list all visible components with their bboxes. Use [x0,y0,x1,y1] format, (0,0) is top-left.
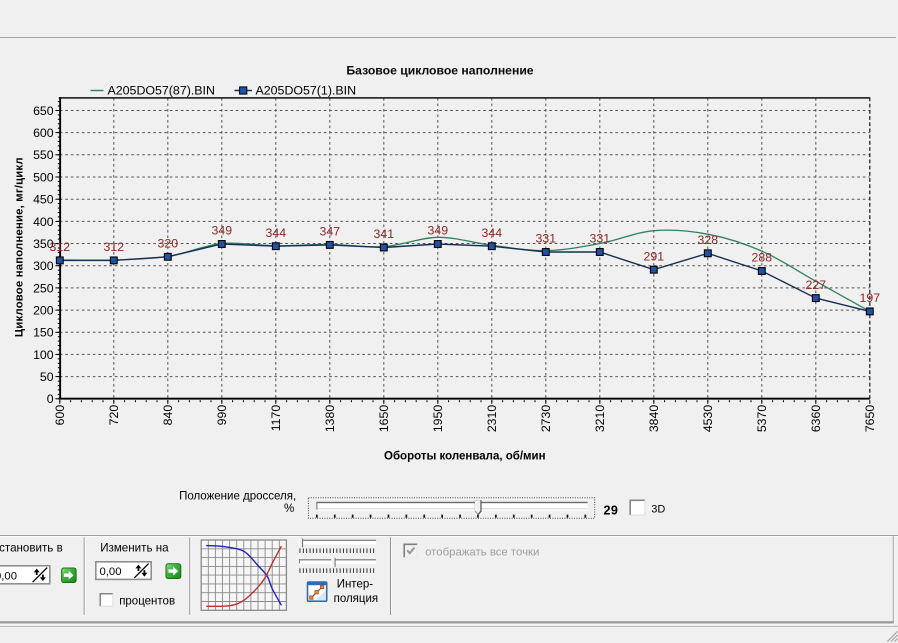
svg-text:29: 29 [604,503,619,517]
svg-text:1950: 1950 [431,405,445,433]
svg-text:650: 650 [33,104,54,118]
svg-text:500: 500 [33,170,54,184]
svg-text:отображать все точки: отображать все точки [425,547,539,559]
svg-text:%: % [284,503,294,515]
svg-text:3D: 3D [651,503,665,515]
svg-text:550: 550 [33,148,54,162]
svg-text:331: 331 [590,232,611,246]
svg-text:1650: 1650 [377,405,391,433]
svg-text:328: 328 [698,233,719,247]
svg-text:Положение дросселя,: Положение дросселя, [179,490,296,502]
svg-text:1380: 1380 [323,405,337,433]
svg-text:197: 197 [860,291,881,305]
svg-text:4530: 4530 [701,405,715,433]
svg-text:312: 312 [50,240,71,254]
svg-text:150: 150 [33,326,54,340]
svg-text:2730: 2730 [539,405,553,433]
svg-text:288: 288 [752,251,773,265]
svg-text:A205DO57(87).BIN: A205DO57(87).BIN [108,83,215,97]
svg-text:0: 0 [47,392,54,406]
svg-text:331: 331 [536,232,557,246]
svg-text:600: 600 [53,405,67,426]
svg-text:Установить в: Установить в [0,541,63,554]
svg-text:поляция: поляция [334,593,379,605]
svg-text:Цикловое наполнение, мг/цикл: Цикловое наполнение, мг/цикл [14,157,26,337]
svg-text:990: 990 [215,405,229,426]
svg-text:600: 600 [33,126,54,140]
svg-text:Обороты коленвала, об/мин: Обороты коленвала, об/мин [384,450,546,462]
svg-text:344: 344 [482,226,503,240]
svg-text:3210: 3210 [593,405,607,433]
svg-text:2310: 2310 [485,405,499,433]
svg-text:312: 312 [104,240,125,254]
svg-text:200: 200 [33,304,54,318]
svg-text:720: 720 [107,405,121,426]
svg-text:7650: 7650 [863,405,877,433]
svg-text:341: 341 [374,227,395,241]
svg-text:400: 400 [33,215,54,229]
svg-text:Базовое цикловое наполнение: Базовое цикловое наполнение [346,64,533,78]
svg-text:344: 344 [266,226,287,240]
svg-text:0,00: 0,00 [0,570,17,582]
svg-text:A205DO57(1).BIN: A205DO57(1).BIN [256,83,357,97]
svg-text:50: 50 [40,370,54,384]
svg-text:291: 291 [644,249,665,263]
svg-text:0,00: 0,00 [100,566,122,578]
svg-text:5370: 5370 [755,405,769,433]
svg-text:6360: 6360 [809,405,823,433]
svg-text:227: 227 [806,278,827,292]
svg-text:450: 450 [33,193,54,207]
svg-text:Изменить на: Изменить на [100,541,169,554]
svg-text:840: 840 [161,405,175,426]
svg-text:Интер-: Интер- [337,579,374,591]
svg-text:100: 100 [33,348,54,362]
svg-text:349: 349 [428,224,449,238]
svg-text:320: 320 [158,237,179,251]
svg-text:347: 347 [320,225,341,239]
svg-text:350: 350 [33,237,54,251]
svg-text:300: 300 [33,259,54,273]
svg-text:349: 349 [212,224,233,238]
svg-text:250: 250 [33,281,54,295]
svg-text:1170: 1170 [269,405,283,432]
svg-text:процентов: процентов [119,596,175,608]
svg-text:3840: 3840 [647,405,661,433]
